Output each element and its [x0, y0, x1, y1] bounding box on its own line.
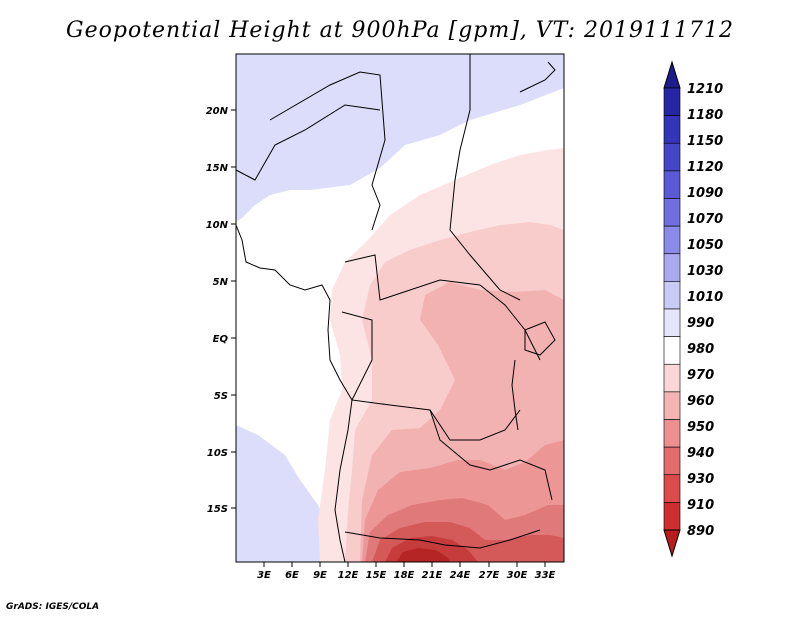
cb-label-980: 980 — [687, 342, 714, 357]
colorbar-box-1180 — [663, 87, 681, 116]
cb-label-910: 910 — [687, 498, 714, 513]
lon-label-3e: 3E — [257, 570, 271, 581]
cb-label-1090: 1090 — [687, 186, 723, 201]
lon-label-9e: 9E — [313, 570, 327, 581]
lon-label-27e: 27E — [479, 570, 500, 581]
colorbar: 1210 1180 1150 1120 1090 1070 1050 1030 … — [663, 60, 723, 558]
cb-label-890: 890 — [687, 524, 714, 539]
lon-label-15e: 15E — [366, 570, 387, 581]
chart-title: Geopotential Height at 900hPa [gpm], VT:… — [66, 18, 734, 43]
lon-label-33e: 33E — [535, 570, 556, 581]
border-central — [344, 254, 541, 361]
lon-label-21e: 21E — [422, 570, 443, 581]
lon-label-12e: 12E — [338, 570, 359, 581]
cb-label-990: 990 — [687, 316, 714, 331]
lake-victoria — [524, 321, 556, 356]
colorbar-top-arrow — [663, 60, 681, 89]
colorbar-box-970 — [663, 363, 681, 393]
grads-credit: GrADS: IGES/COLA — [6, 602, 100, 612]
lon-axis: 3E 6E 9E 12E 15E 18E 21E 24E 27E 30E 33E — [257, 562, 556, 581]
colorbar-box-940 — [663, 446, 681, 476]
colorbar-box-1050 — [663, 225, 681, 255]
lon-label-18e: 18E — [394, 570, 415, 581]
lat-axis: 20N 15N 10N 5N EQ 5S 10S 15S — [206, 106, 236, 515]
border-east — [449, 54, 521, 301]
cb-label-1010: 1010 — [687, 290, 723, 305]
lat-label-5n: 5N — [213, 277, 229, 288]
colorbar-box-1010 — [663, 281, 681, 310]
border-sahel — [236, 104, 381, 181]
lat-label-10s: 10S — [207, 448, 228, 459]
lat-label-10n: 10N — [206, 220, 229, 231]
border-ne — [519, 61, 556, 93]
lon-label-6e: 6E — [285, 570, 299, 581]
lon-label-30e: 30E — [507, 570, 528, 581]
border-north — [269, 71, 386, 231]
cb-label-1210: 1210 — [687, 82, 723, 97]
colorbar-box-1090 — [663, 170, 681, 199]
cb-label-960: 960 — [687, 394, 714, 409]
lat-label-eq: EQ — [213, 334, 229, 345]
coastlines-borders — [236, 54, 556, 562]
border-south — [344, 529, 541, 549]
colorbar-box-1150 — [663, 115, 681, 144]
lat-label-15n: 15N — [206, 163, 229, 174]
colorbar-box-1030 — [663, 253, 681, 282]
colorbar-box-1120 — [663, 142, 681, 172]
cb-label-1180: 1180 — [687, 108, 723, 123]
colorbar-box-960 — [663, 391, 681, 420]
border-zambia — [429, 409, 553, 501]
cb-label-1050: 1050 — [687, 238, 723, 253]
colorbar-box-1070 — [663, 198, 681, 227]
map-frame — [235, 53, 565, 563]
lake-tanganyika — [511, 359, 519, 431]
cb-label-950: 950 — [687, 420, 714, 435]
colorbar-box-930 — [663, 474, 681, 503]
colorbar-box-950 — [663, 419, 681, 448]
colorbar-box-990 — [663, 308, 681, 337]
colorbar-segments — [663, 87, 681, 531]
cb-label-970: 970 — [687, 368, 714, 383]
cb-label-1150: 1150 — [687, 134, 723, 149]
lat-label-5s: 5S — [214, 391, 228, 402]
height-field — [236, 54, 564, 562]
colorbar-box-910 — [663, 502, 681, 531]
field-910 — [396, 548, 450, 562]
cb-label-940: 940 — [687, 446, 714, 461]
cb-label-1070: 1070 — [687, 212, 723, 227]
cb-label-1120: 1120 — [687, 160, 723, 175]
field-1010-southwest — [236, 425, 330, 562]
cb-label-1030: 1030 — [687, 264, 723, 279]
coastline — [236, 224, 353, 562]
lon-label-24e: 24E — [450, 570, 471, 581]
border-congo — [341, 311, 521, 441]
colorbar-bottom-arrow — [663, 529, 681, 558]
field-1010-north — [236, 54, 564, 222]
cb-label-930: 930 — [687, 472, 714, 487]
colorbar-box-980 — [663, 336, 681, 365]
lat-label-15s: 15S — [207, 504, 228, 515]
lat-label-20n: 20N — [206, 106, 229, 117]
colorbar-labels: 1210 1180 1150 1120 1090 1070 1050 1030 … — [687, 82, 723, 539]
